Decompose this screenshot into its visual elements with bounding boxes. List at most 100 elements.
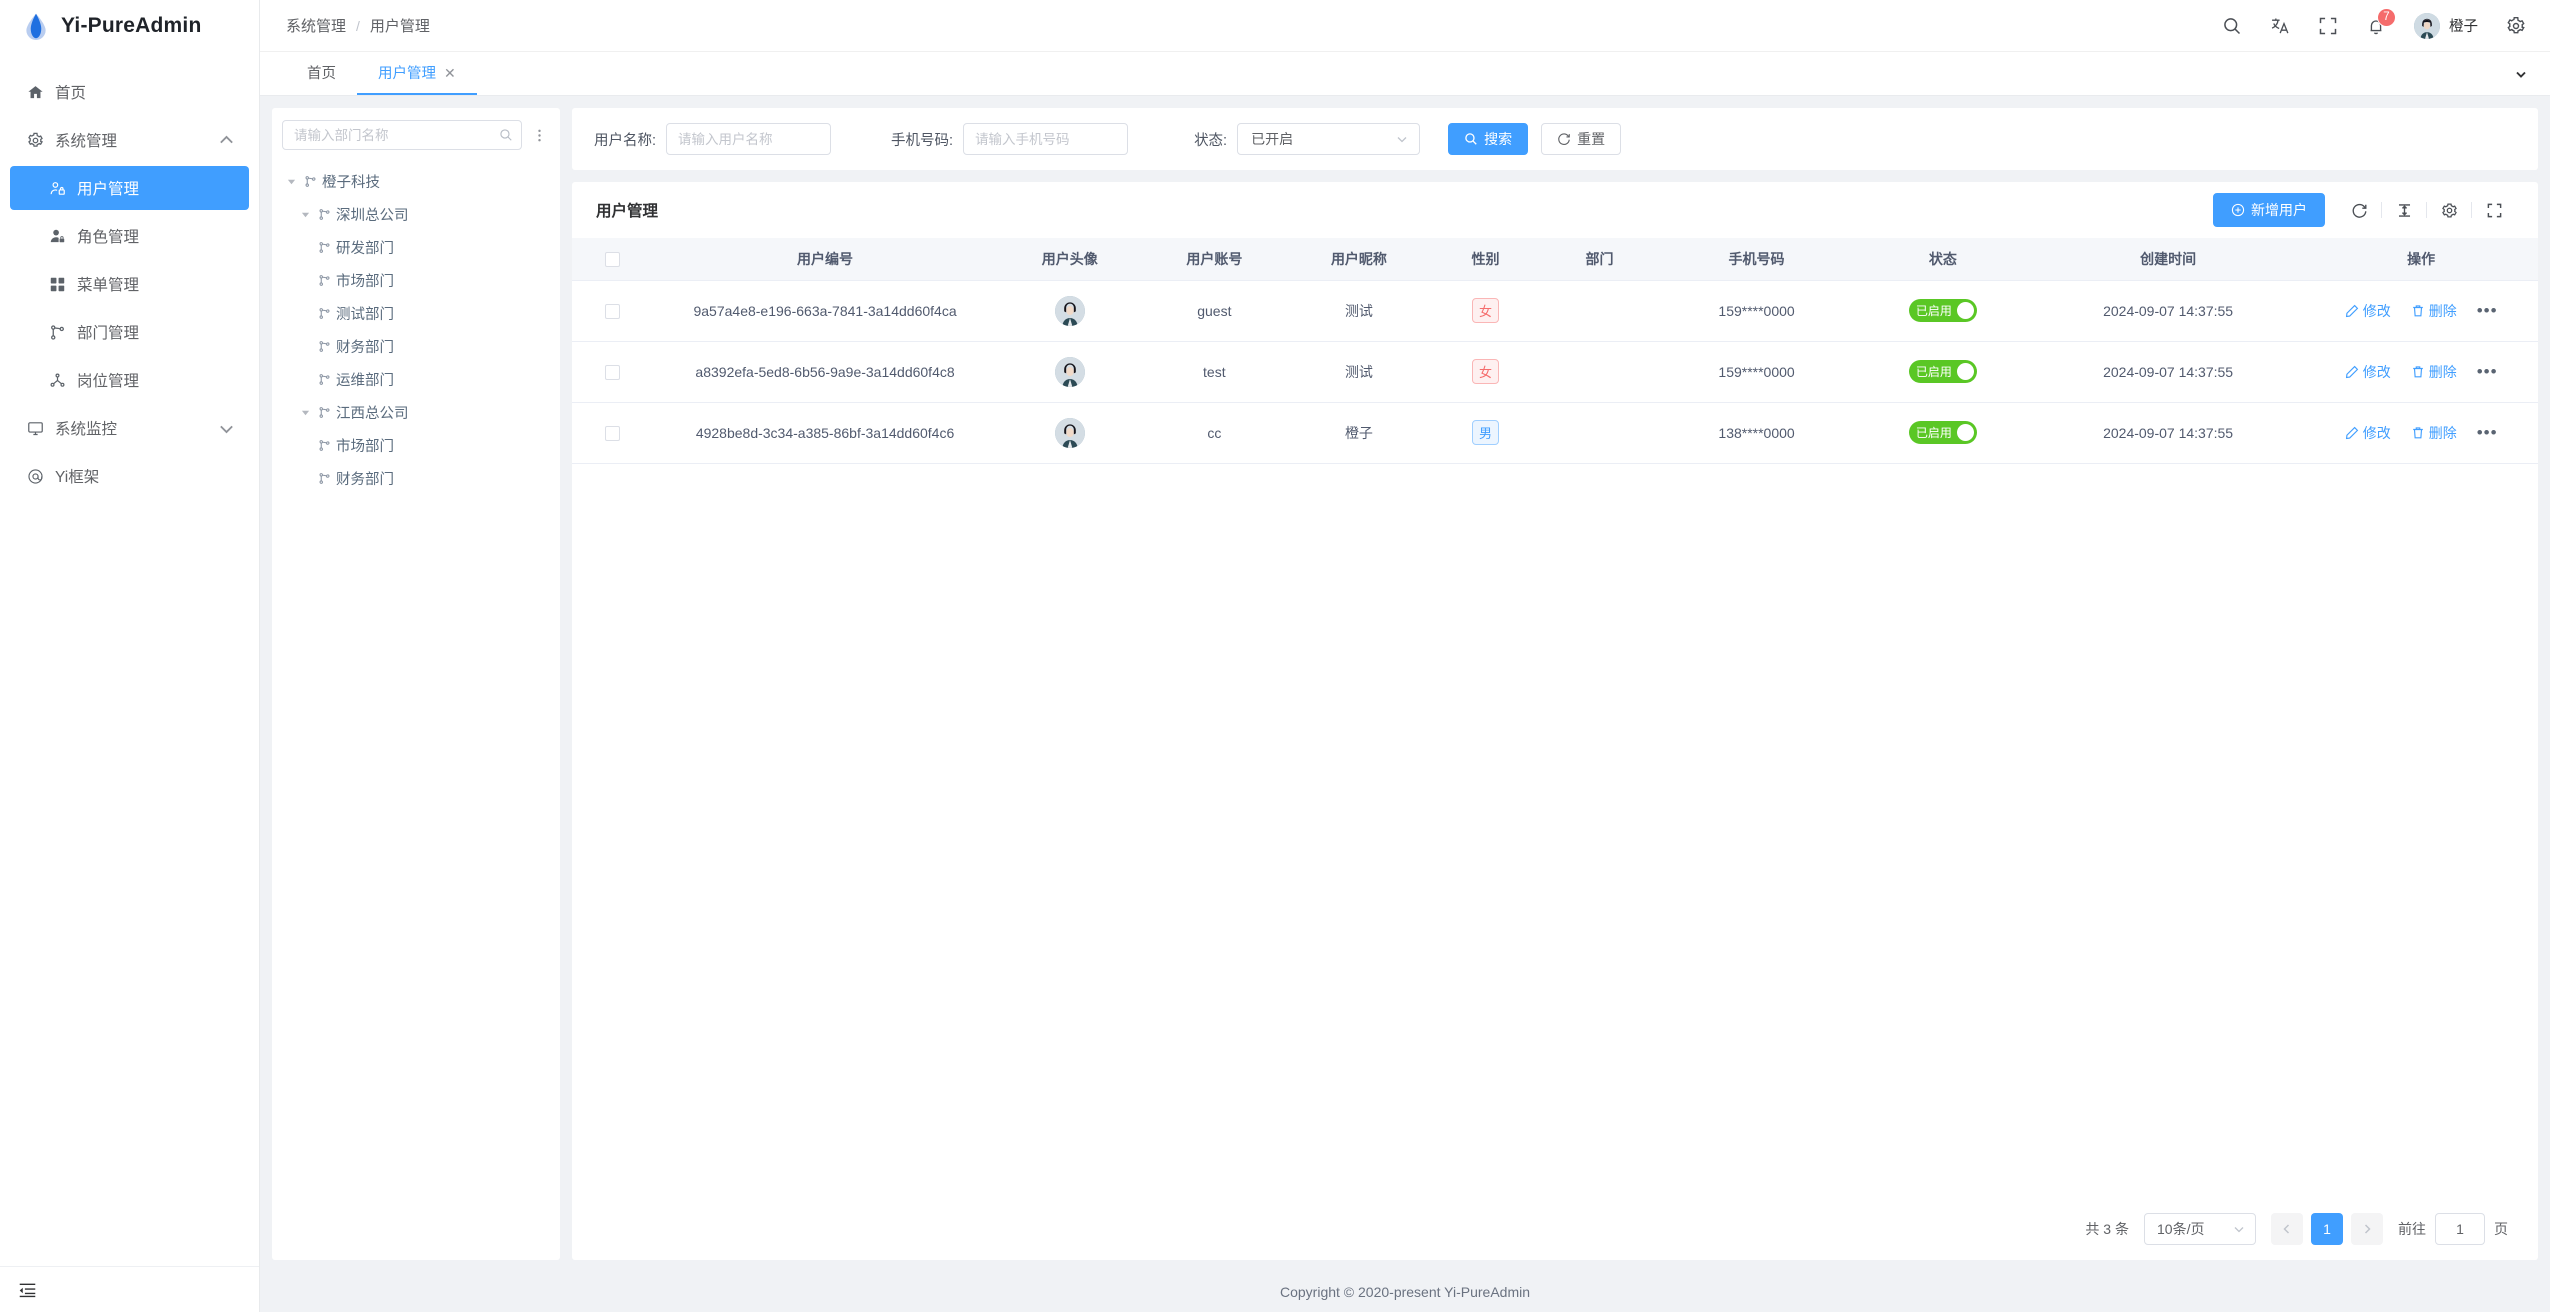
- caret-down-icon[interactable]: [294, 408, 316, 417]
- sidebar-item-post-management[interactable]: 岗位管理: [10, 358, 249, 402]
- cell-phone: 159****0000: [1659, 341, 1854, 403]
- header-actions: 7 橙子: [2222, 7, 2526, 39]
- phone-input[interactable]: [963, 123, 1129, 155]
- edit-button[interactable]: 修改: [2345, 362, 2391, 382]
- reset-button[interactable]: 重置: [1541, 123, 1622, 155]
- refresh-icon[interactable]: [2346, 197, 2372, 223]
- edit-button[interactable]: 修改: [2345, 423, 2391, 443]
- fullscreen-icon[interactable]: [2318, 16, 2338, 36]
- branch-icon: [318, 274, 331, 287]
- branch-icon: [318, 373, 331, 386]
- search-button[interactable]: 搜索: [1448, 123, 1529, 155]
- bell-icon[interactable]: 7: [2366, 7, 2396, 36]
- sidebar-item-home[interactable]: 首页: [10, 70, 249, 114]
- tree-node-finance-jx[interactable]: 财务部门: [272, 462, 560, 495]
- settings-gear-icon[interactable]: [2506, 16, 2526, 36]
- avatar: [1054, 295, 1085, 326]
- page-size-select[interactable]: 10条/页: [2144, 1213, 2256, 1245]
- fullscreen-icon[interactable]: [2481, 197, 2507, 223]
- col-gender: 性别: [1431, 238, 1540, 281]
- brand-logo[interactable]: Yi-PureAdmin: [0, 0, 259, 52]
- tree-node-market-jx[interactable]: 市场部门: [272, 429, 560, 462]
- column-settings-icon[interactable]: [2436, 197, 2462, 223]
- tree-node-shenzhen[interactable]: 深圳总公司: [272, 198, 560, 231]
- tab-dropdown-button[interactable]: [2514, 52, 2550, 95]
- delete-label: 删除: [2428, 363, 2457, 380]
- sidebar-item-yi-framework[interactable]: Yi框架: [10, 454, 249, 498]
- delete-button[interactable]: 删除: [2411, 301, 2457, 321]
- username-input[interactable]: [666, 123, 832, 155]
- cell-account: guest: [1142, 280, 1287, 342]
- main-area: 系统管理 / 用户管理: [260, 0, 2550, 1312]
- sidebar-item-menu-management[interactable]: 菜单管理: [10, 262, 249, 306]
- sidebar-item-system[interactable]: 系统管理: [10, 118, 249, 162]
- user-menu[interactable]: 橙子: [2414, 12, 2478, 39]
- add-user-button[interactable]: 新增用户: [2213, 193, 2325, 227]
- tab-home[interactable]: 首页: [286, 52, 357, 95]
- jump-field[interactable]: [2436, 1221, 2484, 1237]
- tree-node-root[interactable]: 橙子科技: [272, 165, 560, 198]
- tree-node-label: 财务部门: [336, 340, 394, 356]
- caret-down-icon[interactable]: [294, 210, 316, 219]
- tree-node-test[interactable]: 测试部门: [272, 297, 560, 330]
- sidebar-item-label: 用户管理: [77, 181, 140, 198]
- sidebar-item-user-management[interactable]: 用户管理: [10, 166, 249, 210]
- status-toggle[interactable]: 已启用: [1908, 421, 1977, 444]
- sidebar-item-system-monitor[interactable]: 系统监控: [10, 406, 249, 450]
- more-actions-icon[interactable]: •••: [2476, 423, 2498, 442]
- row-checkbox[interactable]: [604, 364, 620, 380]
- page-jump: 前往 页: [2398, 1213, 2508, 1245]
- sidebar-item-dept-management[interactable]: 部门管理: [10, 310, 249, 354]
- breadcrumb-item-2[interactable]: 用户管理: [369, 18, 430, 35]
- sidebar-item-role-management[interactable]: 角色管理: [10, 214, 249, 258]
- tree-node-market-sz[interactable]: 市场部门: [272, 264, 560, 297]
- breadcrumb-item-1[interactable]: 系统管理: [286, 18, 347, 35]
- cell-avatar: [997, 402, 1143, 464]
- vertical-dots-icon[interactable]: [528, 128, 550, 143]
- table-row[interactable]: 9a57a4e8-e196-663a-7841-3a14dd60f4ca: [572, 280, 2538, 342]
- caret-down-icon[interactable]: [280, 177, 302, 186]
- table-row[interactable]: a8392efa-5ed8-6b56-9a9e-3a14dd60f4c8: [572, 341, 2538, 403]
- density-icon[interactable]: [2391, 197, 2417, 223]
- status-toggle[interactable]: 已启用: [1908, 360, 1977, 383]
- row-checkbox[interactable]: [604, 303, 620, 319]
- more-actions-icon[interactable]: •••: [2476, 301, 2498, 320]
- cell-nickname: 测试: [1286, 341, 1432, 403]
- tab-label: 用户管理: [378, 66, 436, 82]
- status-select[interactable]: 已开启: [1237, 123, 1421, 155]
- jump-input[interactable]: [2435, 1213, 2485, 1245]
- tree-node-rd[interactable]: 研发部门: [272, 231, 560, 264]
- sidebar-item-label: 系统管理: [55, 133, 118, 150]
- collapse-menu-icon[interactable]: [18, 1280, 37, 1299]
- page-number-1[interactable]: 1: [2311, 1213, 2343, 1245]
- tree-node-finance-sz[interactable]: 财务部门: [272, 330, 560, 363]
- refresh-icon: [1557, 132, 1571, 146]
- tree-node-ops[interactable]: 运维部门: [272, 363, 560, 396]
- tab-user-management[interactable]: 用户管理 ✕: [357, 52, 477, 95]
- search-icon[interactable]: [2222, 16, 2242, 36]
- close-icon[interactable]: ✕: [444, 64, 456, 81]
- department-search-field[interactable]: [294, 127, 493, 143]
- table-row[interactable]: 4928be8d-3c34-a385-86bf-3a14dd60f4c6: [572, 402, 2538, 464]
- row-checkbox[interactable]: [604, 425, 620, 441]
- cell-user-id: a8392efa-5ed8-6b56-9a9e-3a14dd60f4c8: [652, 341, 998, 403]
- filter-status-label: 状态:: [1194, 132, 1228, 149]
- status-toggle[interactable]: 已启用: [1908, 299, 1977, 322]
- translate-icon[interactable]: [2270, 16, 2290, 36]
- phone-field[interactable]: [975, 131, 1117, 147]
- more-actions-icon[interactable]: •••: [2476, 362, 2498, 381]
- sidebar-menu: 首页 系统管理: [0, 52, 259, 1266]
- sidebar-item-label: 菜单管理: [77, 277, 140, 294]
- next-page-button[interactable]: [2351, 1213, 2383, 1245]
- tree-node-jiangxi[interactable]: 江西总公司: [272, 396, 560, 429]
- top-header: 系统管理 / 用户管理: [260, 0, 2550, 52]
- home-icon: [26, 84, 44, 101]
- select-all-checkbox[interactable]: [604, 252, 620, 268]
- delete-button[interactable]: 删除: [2411, 362, 2457, 382]
- edit-button[interactable]: 修改: [2345, 301, 2391, 321]
- branch-icon: [318, 439, 331, 452]
- prev-page-button[interactable]: [2271, 1213, 2303, 1245]
- username-field[interactable]: [678, 131, 820, 147]
- department-search-input[interactable]: [282, 120, 522, 150]
- delete-button[interactable]: 删除: [2411, 423, 2457, 443]
